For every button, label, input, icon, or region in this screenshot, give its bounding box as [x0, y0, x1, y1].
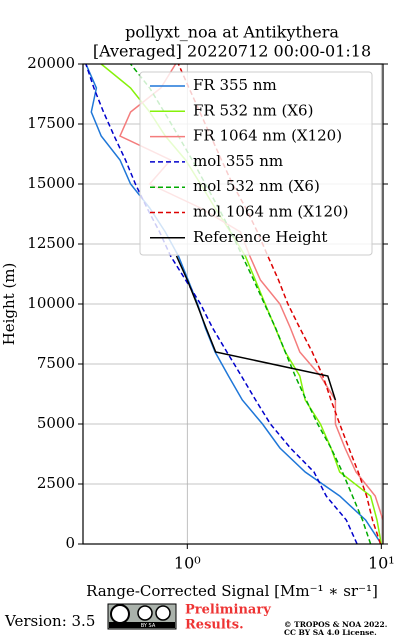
y-tick-label: 2500: [37, 474, 75, 492]
legend-label: mol 1064 nm (X120): [193, 203, 348, 221]
series-line: [85, 64, 358, 544]
legend-box: [139, 71, 373, 256]
x-tick-label: 10⁰: [174, 554, 201, 573]
notice: Results.: [185, 618, 244, 633]
legend-label: mol 355 nm: [193, 152, 283, 170]
y-tick-label: 7500: [37, 354, 75, 372]
cc-badge: BY SA: [107, 603, 177, 630]
notice: Preliminary: [185, 603, 271, 618]
copyright: © TROPOS & NOA 2022.: [284, 620, 387, 629]
chart-title: pollyxt_noa at Antikythera: [125, 23, 339, 42]
x-tick-label: 10¹: [368, 554, 395, 573]
legend-label: FR 1064 nm (X120): [193, 127, 342, 145]
legend-label: Reference Height: [193, 228, 327, 246]
copyright: CC BY SA 4.0 License.: [284, 628, 377, 637]
y-tick-label: 20000: [27, 54, 75, 72]
y-tick-label: 5000: [37, 414, 75, 432]
y-tick-label: 0: [65, 534, 75, 552]
legend-label: FR 532 nm (X6): [193, 101, 313, 119]
legend-label: FR 355 nm: [193, 76, 277, 94]
series-line: [175, 255, 337, 401]
legend-label: mol 532 nm (X6): [193, 177, 320, 195]
badge-text: BY SA: [141, 623, 156, 629]
y-tick-label: 17500: [27, 114, 75, 132]
plot-frame: [82, 63, 384, 545]
y-tick-label: 10000: [27, 294, 75, 312]
y-tick-label: 12500: [27, 234, 75, 252]
version: Version: 3.5: [4, 612, 95, 630]
chart-subtitle: [Averaged] 20220712 00:00-01:18: [93, 42, 371, 61]
series-line: [119, 64, 383, 544]
y-axis-label: Height (m): [0, 263, 18, 346]
y-tick-label: 15000: [27, 174, 75, 192]
x-axis-label: Range-Corrected Signal [Mm⁻¹ ∗ sr⁻¹]: [86, 582, 378, 600]
